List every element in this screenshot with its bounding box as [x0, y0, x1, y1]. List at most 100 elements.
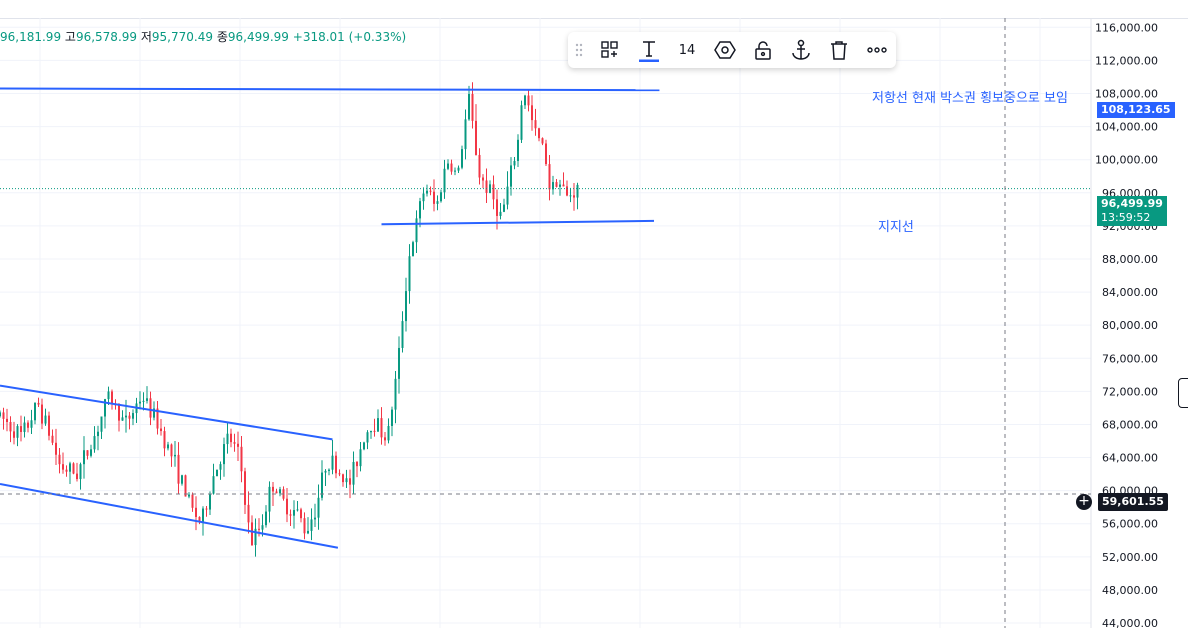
candle-body [548, 164, 551, 190]
candle-body [289, 514, 292, 516]
candle-body [205, 508, 208, 510]
candle-body [573, 195, 575, 198]
high-key: 고 [64, 30, 76, 44]
y-tick-label: 88,000.00 [1102, 253, 1158, 266]
font-size-button[interactable]: 14 [678, 42, 696, 58]
candle-body [156, 408, 159, 429]
candle-body [328, 469, 330, 471]
candle-body [401, 321, 404, 348]
candle-body [212, 476, 215, 494]
open-value: 96,181.99 [0, 30, 62, 44]
candle-body [76, 473, 78, 480]
candle-body [233, 442, 236, 444]
candle-body [6, 418, 8, 422]
candle-body [345, 478, 348, 483]
scroll-handle[interactable] [1178, 378, 1188, 408]
candle-body [195, 507, 197, 517]
candle-body [380, 418, 383, 438]
trend-line[interactable] [0, 483, 339, 549]
candle-body [321, 472, 323, 498]
candle-body [422, 193, 425, 202]
candle-body [93, 436, 96, 450]
candle-body [559, 184, 561, 187]
candle-body [265, 511, 267, 526]
candle-body [300, 509, 302, 519]
anchor-icon[interactable] [782, 32, 820, 68]
candle-body [531, 105, 533, 121]
resistance-annotation[interactable]: 저항선 현재 박스권 횡보중으로 보임 [872, 91, 1068, 106]
candle-body [83, 450, 85, 465]
candle-body [202, 508, 204, 522]
ohlc-legend: 96,181.99 고96,578.99 저95,770.49 종96,499.… [0, 28, 406, 45]
candle-body [440, 192, 442, 202]
candle-body [142, 400, 145, 402]
candle-body [62, 464, 64, 470]
candle-body [181, 475, 183, 484]
candle-body [562, 184, 565, 187]
candle-body [125, 415, 127, 418]
candle-body [13, 431, 15, 438]
candle-body [65, 469, 68, 472]
template-icon[interactable] [590, 32, 630, 68]
trend-line[interactable] [0, 384, 333, 441]
candle-body [468, 94, 470, 120]
candle-body [174, 454, 176, 457]
candle-body [356, 461, 358, 467]
candle-body [447, 163, 449, 169]
add-alert-icon[interactable]: + [1076, 494, 1092, 510]
settings-hex-icon[interactable] [706, 32, 744, 68]
candle-body [34, 402, 36, 421]
candle-body [163, 431, 166, 449]
candle-body [79, 464, 82, 480]
candle-body [324, 470, 327, 473]
candle-body [569, 195, 572, 197]
candle-body [30, 420, 33, 428]
candle-body [303, 518, 306, 534]
y-tick-label: 72,000.00 [1102, 385, 1158, 398]
text-icon[interactable] [630, 32, 668, 68]
candle-body [538, 128, 540, 139]
trend-line[interactable] [0, 87, 660, 92]
candle-body [100, 416, 103, 432]
candle-body [247, 504, 250, 523]
candle-body [555, 182, 558, 187]
low-key: 저 [140, 30, 152, 44]
candle-body [310, 519, 313, 531]
candle-body [534, 120, 537, 129]
candle-body [499, 211, 502, 216]
more-icon[interactable] [858, 32, 896, 68]
candle-body [268, 486, 271, 512]
candle-body [391, 409, 393, 426]
crosshair-price-badge: 59,601.55 [1098, 493, 1168, 511]
trend-line[interactable] [381, 219, 655, 226]
candle-body [370, 430, 372, 433]
trash-icon[interactable] [820, 32, 858, 68]
change-value: +318.01 (+0.33%) [292, 30, 407, 44]
candle-body [104, 399, 106, 417]
lock-icon[interactable] [744, 32, 782, 68]
resistance-price-badge: 108,123.65 [1097, 102, 1175, 118]
candle-body [170, 444, 173, 457]
candle-body [223, 444, 225, 465]
candle-body [419, 201, 421, 219]
candle-body [20, 426, 22, 433]
candle-body [167, 444, 169, 449]
drag-handle-icon[interactable] [568, 32, 590, 68]
candle-body [198, 516, 201, 522]
candle-body [27, 422, 29, 428]
candle-body [97, 431, 99, 437]
candle-body [209, 493, 211, 510]
candle-body [86, 450, 89, 456]
candle-body [471, 94, 474, 121]
candle-body [576, 184, 579, 198]
candle-body [485, 180, 488, 193]
candle-body [366, 432, 369, 443]
y-tick-label: 68,000.00 [1102, 418, 1158, 431]
candle-body [412, 242, 414, 257]
candle-body [286, 498, 288, 515]
candle-body [69, 463, 71, 472]
support-annotation[interactable]: 지지선 [878, 220, 914, 235]
candle-body [41, 404, 43, 424]
candle-body [415, 218, 418, 243]
